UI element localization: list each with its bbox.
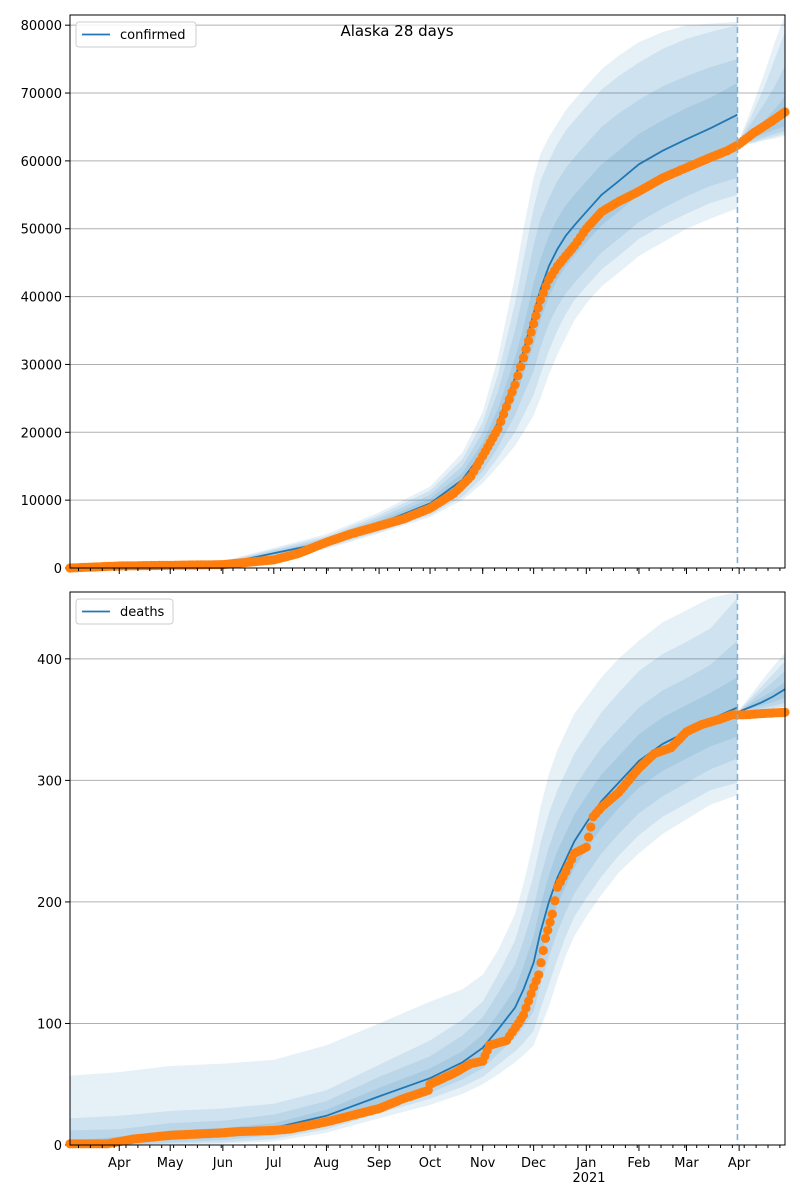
deaths-fan-band-80pct — [70, 640, 738, 1145]
confirmed-fan-band-80pct — [222, 59, 738, 566]
confirmed-observed-point — [533, 303, 543, 313]
confirmed-fan-band-99pct — [222, 21, 738, 567]
deaths-observed-point — [581, 842, 591, 852]
confirmed-y-tick-label: 10000 — [21, 494, 62, 509]
deaths-observed-point — [543, 925, 553, 935]
x-tick-label: Jun — [212, 1156, 233, 1171]
confirmed-forecast-band-99pct — [737, 15, 785, 144]
deaths-observed-point — [526, 989, 536, 999]
confirmed-observed-point — [521, 344, 531, 354]
x-tick-label: Apr — [728, 1156, 751, 1171]
x-tick-label: Oct — [419, 1156, 441, 1171]
confirmed-observed-point — [524, 336, 534, 346]
x-tick-label: May — [157, 1156, 184, 1171]
confirmed-y-tick-label: 70000 — [21, 87, 62, 102]
deaths-forecast-line — [737, 688, 786, 714]
x-tick-label: Mar — [674, 1156, 699, 1171]
confirmed-legend: confirmed — [75, 21, 197, 48]
confirmed-observed-point — [510, 380, 520, 390]
confirmed-observed-point — [507, 387, 517, 397]
confirmed-fan-band-95pct — [222, 25, 738, 566]
deaths-y-tick-label: 400 — [37, 653, 62, 668]
deaths-observed-point — [524, 996, 534, 1006]
deaths-observed-point — [545, 917, 555, 927]
confirmed-observed-point — [529, 319, 539, 329]
confirmed-observed-point — [499, 409, 509, 419]
confirmed-y-tick-label: 50000 — [21, 223, 62, 238]
x-tick-label: Jul — [265, 1156, 282, 1171]
deaths-legend: deaths — [75, 598, 174, 625]
confirmed-observed-point — [531, 311, 541, 321]
confirmed-y-tick-label: 30000 — [21, 358, 62, 373]
x-tick-label: Apr — [108, 1156, 131, 1171]
x-tick-label: Feb — [627, 1156, 650, 1171]
confirmed-panel: 0 10000 20000 30000 40000 50000 60000 70000 8000… — [21, 14, 790, 577]
deaths-fan-band-99pct — [70, 592, 738, 1145]
deaths-observed-point — [521, 1003, 531, 1013]
confirmed-legend-box — [75, 21, 197, 48]
confirmed-observed-point — [501, 402, 512, 412]
confirmed-observed-point — [526, 327, 536, 337]
confirmed-observed-point — [493, 424, 503, 434]
x-year-label: 2021 — [572, 1171, 605, 1186]
deaths-legend-label: deaths — [120, 605, 165, 620]
deaths-panel: 0 100 200 300 400 deaths — [37, 591, 790, 1154]
deaths-observed-point — [538, 945, 548, 956]
deaths-forecast-band-95pct — [737, 661, 785, 713]
confirmed-observed-point — [518, 353, 529, 363]
confirmed-y-tick-label: 60000 — [21, 155, 62, 170]
deaths-model-line — [69, 706, 738, 1146]
deaths-y-tick-label: 200 — [37, 896, 62, 911]
x-tick-label: Aug — [314, 1156, 339, 1171]
deaths-fan-band-50pct — [70, 677, 738, 1145]
x-tick-label: Jan — [575, 1156, 596, 1171]
deaths-observed-point — [586, 822, 596, 832]
deaths-observed-point — [584, 832, 594, 842]
x-axis-labels: Apr May Jun Jul Aug Sep Oct Nov Dec Jan Feb Mar Apr — [108, 1156, 751, 1171]
confirmed-observed-point — [516, 362, 526, 372]
chart-title: Alaska 28 days — [340, 22, 453, 40]
deaths-observed-point — [534, 970, 544, 980]
deaths-y-tick-label: 0 — [54, 1139, 62, 1154]
deaths-observed-point — [518, 1010, 529, 1020]
deaths-forecast-band-80pct — [737, 671, 785, 713]
x-tick-label: Dec — [521, 1156, 546, 1171]
deaths-axes-frame — [69, 591, 786, 1146]
deaths-y-tick-label: 300 — [37, 774, 62, 789]
confirmed-observed-point — [504, 394, 514, 405]
deaths-observed-point — [540, 933, 551, 944]
confirmed-observed-point — [496, 417, 506, 427]
deaths-observed-point — [536, 958, 546, 968]
deaths-observed-point — [547, 909, 557, 919]
confirmed-legend-label: confirmed — [120, 28, 186, 43]
x-tick-label: Nov — [470, 1156, 496, 1171]
confirmed-observed-point — [513, 371, 523, 381]
deaths-observed-point — [550, 896, 560, 906]
confirmed-axes-frame — [69, 14, 786, 569]
confirmed-y-tick-label: 80000 — [21, 19, 62, 34]
deaths-y-tick-label: 100 — [37, 1017, 62, 1032]
confirmed-y-tick-label: 20000 — [21, 426, 62, 441]
confirmed-y-tick-label: 0 — [54, 562, 62, 577]
deaths-legend-box — [75, 598, 174, 625]
confirmed-y-tick-label: 40000 — [21, 291, 62, 306]
deaths-forecast-band-50pct — [737, 681, 785, 713]
x-tick-label: Sep — [367, 1156, 392, 1171]
deaths-fan-band-95pct — [70, 598, 738, 1145]
